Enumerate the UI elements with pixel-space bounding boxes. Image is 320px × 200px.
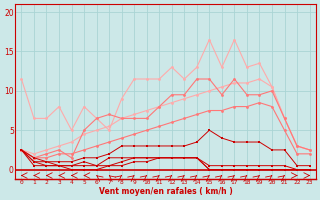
X-axis label: Vent moyen/en rafales ( km/h ): Vent moyen/en rafales ( km/h ) <box>99 187 232 196</box>
